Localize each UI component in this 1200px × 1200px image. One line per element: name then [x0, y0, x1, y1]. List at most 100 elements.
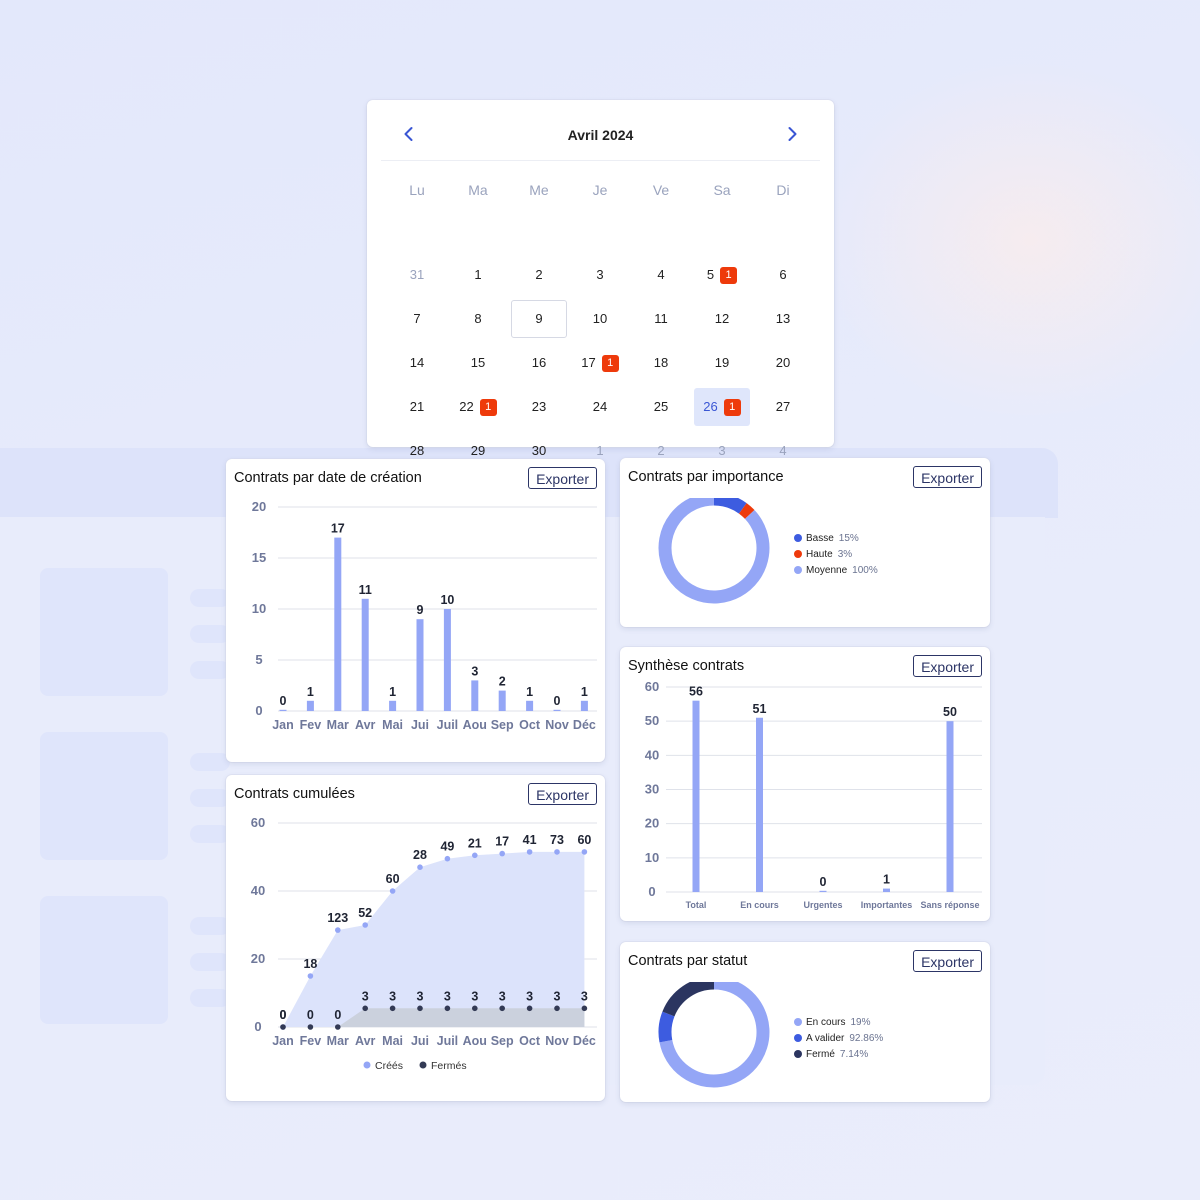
weekday-label: Ve: [652, 182, 670, 198]
day-number: 6: [779, 267, 787, 282]
day-number: 26: [703, 399, 718, 414]
bar: [692, 700, 700, 892]
event-count-badge: 1: [720, 267, 738, 284]
point-value-label: 0: [280, 1008, 287, 1022]
synthese-export-button[interactable]: Exporter: [913, 655, 982, 677]
x-tick-label: Jan: [272, 718, 294, 732]
bar: [361, 598, 369, 711]
legend-percent: 92.86%: [849, 1032, 884, 1044]
day-number: 29: [470, 443, 486, 458]
calendar-day[interactable]: 19: [694, 344, 750, 382]
statut-export-button[interactable]: Exporter: [913, 950, 982, 972]
bar: [819, 890, 827, 892]
point-value-label: 3: [499, 989, 506, 1003]
calendar-day[interactable]: 16: [511, 344, 567, 382]
legend-label: Haute: [806, 548, 833, 560]
synthese-bar-chart: 0 10 20 30 40 50 60 56 Total 51 En cours 0 Urgentes 1…: [645, 679, 982, 910]
bar-value-label: 0: [820, 875, 827, 889]
calendar-day[interactable]: 18: [633, 344, 689, 382]
x-tick-label: Déc: [573, 718, 596, 732]
calendar-day[interactable]: 13: [755, 300, 811, 338]
calendar-day[interactable]: 15: [450, 344, 506, 382]
calendar-day[interactable]: 1: [450, 256, 506, 294]
calendar-day[interactable]: 21: [389, 388, 445, 426]
closed-point: [417, 1005, 423, 1012]
calendar-day[interactable]: 1: [572, 432, 628, 470]
calendar-day[interactable]: 4: [755, 432, 811, 470]
calendar-day[interactable]: 3: [572, 256, 628, 294]
calendar-day[interactable]: 31: [389, 256, 445, 294]
calendar-day[interactable]: 11: [633, 300, 689, 338]
day-number: 17: [581, 355, 596, 370]
legend-dot: [794, 1018, 802, 1026]
day-number: 20: [775, 355, 791, 370]
cumulees-export-button[interactable]: Exporter: [528, 783, 597, 805]
weekday-label: Me: [529, 182, 549, 198]
x-tick-label: Juil: [437, 718, 459, 732]
bar-value-label: 10: [440, 593, 454, 607]
calendar-day[interactable]: 12: [694, 300, 750, 338]
legend-dot: [794, 1050, 802, 1058]
calendar-day[interactable]: 27: [755, 388, 811, 426]
weekday-label: Je: [592, 182, 608, 198]
calendar-day[interactable]: 22 1: [450, 388, 506, 426]
y-tick-label: 40: [251, 883, 265, 898]
donut-slice: [659, 982, 770, 1088]
background-tile: [40, 896, 168, 1024]
previous-month-button[interactable]: [399, 124, 419, 144]
calendar-day-selected[interactable]: 26 1: [694, 388, 750, 426]
calendar-day[interactable]: 2: [633, 432, 689, 470]
legend-item: Fermé 7.14%: [794, 1046, 883, 1062]
calendar-day-today[interactable]: 9: [511, 300, 567, 338]
legend-item: Basse 15%: [794, 530, 878, 546]
y-tick-label: 20: [252, 499, 266, 514]
day-number: 5: [706, 267, 715, 282]
y-tick-label: 0: [255, 703, 262, 718]
bar: [553, 709, 561, 711]
bar-value-label: 11: [359, 583, 372, 597]
bar: [416, 619, 424, 711]
day-number: 2: [657, 443, 665, 458]
creation-export-button[interactable]: Exporter: [528, 467, 597, 489]
calendar-day[interactable]: 30: [511, 432, 567, 470]
calendar-day[interactable]: 14: [389, 344, 445, 382]
calendar-day[interactable]: 29: [450, 432, 506, 470]
x-tick-label: Déc: [573, 1034, 596, 1048]
calendar-day[interactable]: 7: [389, 300, 445, 338]
cumulees-chart-title: Contrats cumulées: [234, 786, 355, 802]
donut-slice: [713, 498, 747, 514]
calendar-day[interactable]: 25: [633, 388, 689, 426]
importance-export-button[interactable]: Exporter: [913, 466, 982, 488]
day-number: 9: [535, 311, 543, 326]
day-number: 4: [657, 267, 665, 282]
calendar-day[interactable]: 8: [450, 300, 506, 338]
calendar-day[interactable]: 24: [572, 388, 628, 426]
day-number: 3: [596, 267, 604, 282]
bar: [443, 609, 451, 711]
point-value-label: 41: [523, 833, 537, 847]
day-number: 18: [653, 355, 669, 370]
calendar-day[interactable]: 17 1: [572, 344, 628, 382]
next-month-button[interactable]: [782, 124, 802, 144]
day-number: 7: [413, 311, 421, 326]
bar: [946, 721, 954, 892]
background-line: [190, 917, 230, 935]
x-tick-label: Oct: [519, 1034, 541, 1048]
calendar-day[interactable]: 20: [755, 344, 811, 382]
calendar-day[interactable]: 4: [633, 256, 689, 294]
calendar-day[interactable]: 10: [572, 300, 628, 338]
importance-legend: Basse 15% Haute 3% Moyenne 100%: [794, 530, 878, 578]
point-value-label: 0: [307, 1008, 314, 1022]
bar-value-label: 1: [526, 685, 533, 699]
calendar-day[interactable]: 6: [755, 256, 811, 294]
calendar-day[interactable]: 3: [694, 432, 750, 470]
calendar-day[interactable]: 28: [389, 432, 445, 470]
legend-item: Haute 3%: [794, 546, 878, 562]
calendar-day[interactable]: 2: [511, 256, 567, 294]
calendar-day[interactable]: 23: [511, 388, 567, 426]
statut-legend: En cours 19% A valider 92.86% Fermé 7.14%: [794, 1014, 883, 1062]
y-tick-label: 0: [648, 884, 655, 899]
x-tick-label: Aou: [463, 718, 487, 732]
legend-percent: 3%: [837, 548, 853, 560]
